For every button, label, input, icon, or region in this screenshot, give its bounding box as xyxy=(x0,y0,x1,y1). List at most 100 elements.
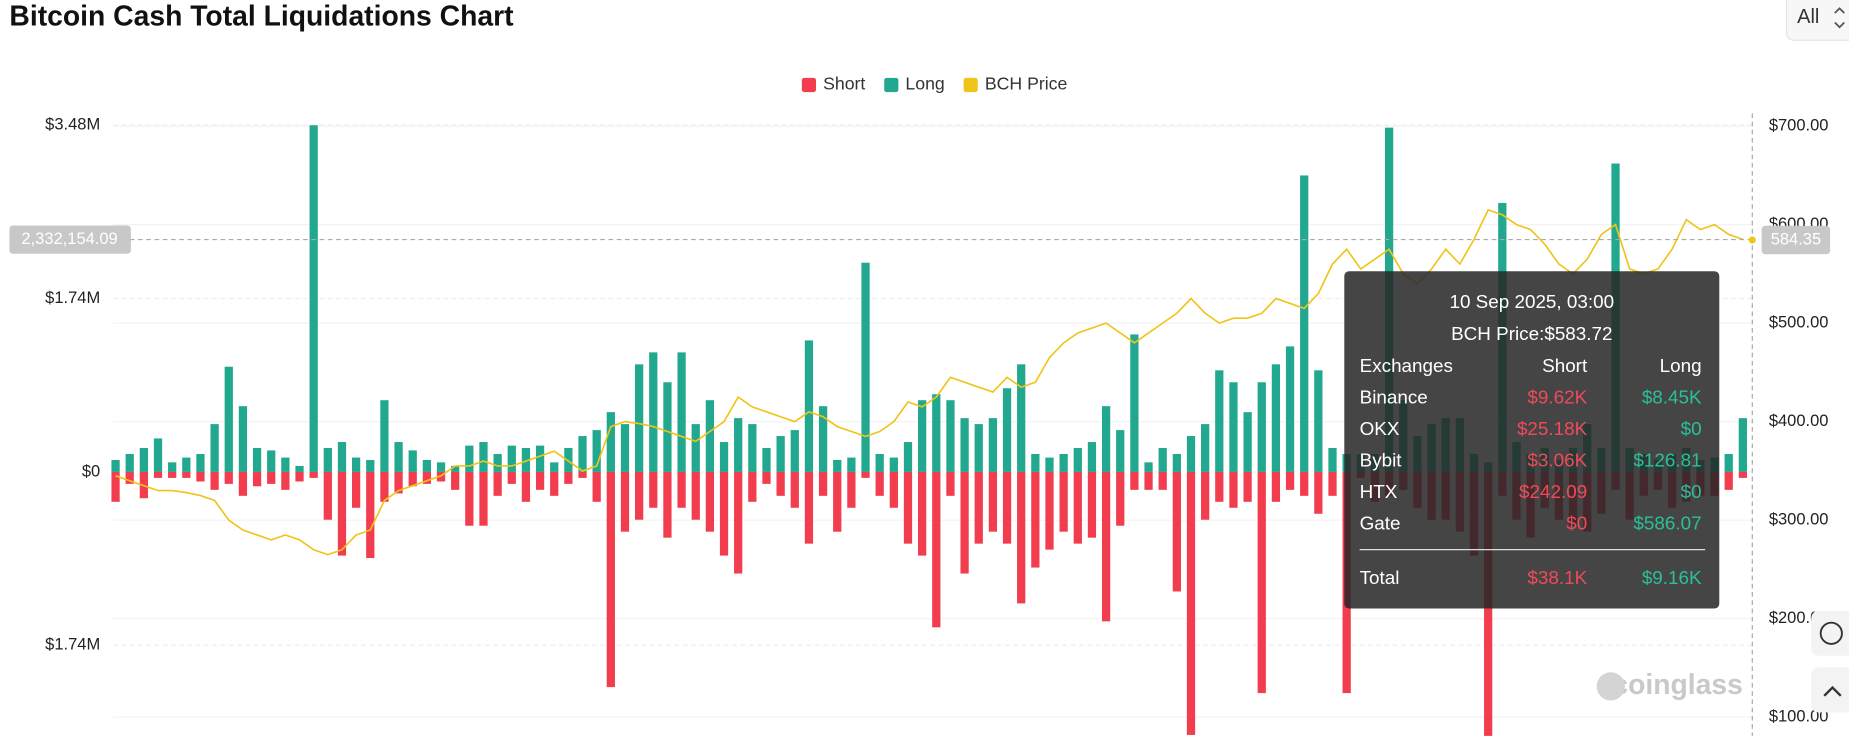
tooltip-cell: Bybit xyxy=(1360,450,1403,471)
y2-tick-label: $300.00 xyxy=(1769,511,1829,529)
bar xyxy=(111,471,120,502)
bar xyxy=(776,471,785,496)
bar xyxy=(550,471,559,496)
y-tick-label: $1.74M xyxy=(45,289,100,307)
tooltip-cell: $9.62K xyxy=(1527,387,1587,408)
bar xyxy=(451,465,460,472)
bar xyxy=(1116,471,1125,526)
bar xyxy=(507,445,516,472)
bar xyxy=(875,471,884,496)
settings-button[interactable] xyxy=(1811,610,1849,656)
bar xyxy=(493,453,502,472)
watermark: coinglass xyxy=(1612,668,1743,700)
bar xyxy=(1031,453,1040,472)
range-box[interactable] xyxy=(1785,0,1849,41)
bar xyxy=(351,457,361,472)
bar xyxy=(196,453,205,472)
bar xyxy=(153,438,163,472)
bar xyxy=(196,471,205,482)
bar xyxy=(861,471,870,478)
scroll-top-icon xyxy=(1823,685,1842,697)
legend-swatch xyxy=(884,77,899,93)
bar xyxy=(238,406,248,472)
bar xyxy=(1201,471,1210,520)
bar xyxy=(889,471,898,508)
legend-label: Short xyxy=(823,74,865,94)
bar xyxy=(592,471,601,502)
bar xyxy=(1172,453,1181,472)
tooltip-cell: HTX xyxy=(1360,481,1398,502)
range-arrows xyxy=(1834,7,1845,29)
bar xyxy=(932,471,941,628)
bar xyxy=(734,418,743,472)
bar xyxy=(1017,471,1026,604)
bar xyxy=(182,471,191,478)
bar xyxy=(224,366,233,472)
bar xyxy=(535,445,545,472)
bar xyxy=(875,453,884,472)
bar xyxy=(1271,471,1281,502)
bar xyxy=(790,471,799,508)
bar xyxy=(436,462,446,472)
range-label[interactable]: All xyxy=(1797,6,1819,28)
bar xyxy=(479,471,488,526)
bar xyxy=(818,406,828,472)
tooltip-cell: $126.81 xyxy=(1633,450,1701,471)
bar xyxy=(691,471,700,520)
bar xyxy=(1314,370,1323,472)
bar xyxy=(1144,462,1153,472)
y2-tick-label: $500.00 xyxy=(1769,313,1829,331)
bar xyxy=(351,471,361,508)
bar xyxy=(1285,471,1295,490)
bar xyxy=(1045,457,1054,472)
bar xyxy=(380,400,389,472)
bar xyxy=(507,471,516,484)
bar xyxy=(281,471,290,490)
tooltip-header: Long xyxy=(1660,355,1702,376)
settings-icon xyxy=(1819,621,1843,645)
bar xyxy=(620,424,630,472)
bar xyxy=(408,471,417,487)
bar xyxy=(1328,471,1337,496)
bar xyxy=(493,471,502,496)
bar xyxy=(847,457,856,472)
bar xyxy=(1201,424,1210,472)
legend-label: BCH Price xyxy=(985,74,1068,94)
bar xyxy=(1300,471,1309,496)
bar xyxy=(422,459,432,472)
bar xyxy=(394,471,403,494)
bar xyxy=(1300,175,1309,472)
bar xyxy=(762,471,771,484)
tooltip-cell: $242.09 xyxy=(1519,481,1587,502)
bar xyxy=(1073,471,1082,544)
chart-title: Bitcoin Cash Total Liquidations Chart xyxy=(9,0,514,31)
bar xyxy=(337,471,347,556)
bar xyxy=(974,424,983,472)
bar xyxy=(1738,471,1747,478)
bar xyxy=(719,471,729,556)
bar xyxy=(1101,471,1111,622)
crosshair-dot xyxy=(1748,236,1756,244)
bar xyxy=(1158,448,1167,472)
bar xyxy=(649,352,658,472)
bar xyxy=(932,394,941,472)
bar xyxy=(1724,471,1733,490)
bar xyxy=(1059,453,1068,472)
bar xyxy=(748,471,757,502)
tooltip-title: 10 Sep 2025, 03:00 xyxy=(1449,291,1614,312)
y2-tick-label: $400.00 xyxy=(1769,412,1829,430)
tooltip-cell: $0 xyxy=(1681,418,1702,439)
bar xyxy=(620,471,630,532)
y-tick-label: $3.48M xyxy=(45,116,100,134)
y-tick-label: $0 xyxy=(82,462,100,480)
range-selector[interactable]: All xyxy=(1785,0,1849,41)
bar xyxy=(1186,436,1196,472)
bar xyxy=(1215,471,1224,502)
y2-tick-label: $100.00 xyxy=(1769,708,1829,726)
side-tools[interactable] xyxy=(1811,610,1849,713)
bar xyxy=(1073,448,1082,472)
bar xyxy=(111,459,120,472)
crosshair-label-bg xyxy=(1761,225,1831,255)
bar xyxy=(903,471,913,544)
